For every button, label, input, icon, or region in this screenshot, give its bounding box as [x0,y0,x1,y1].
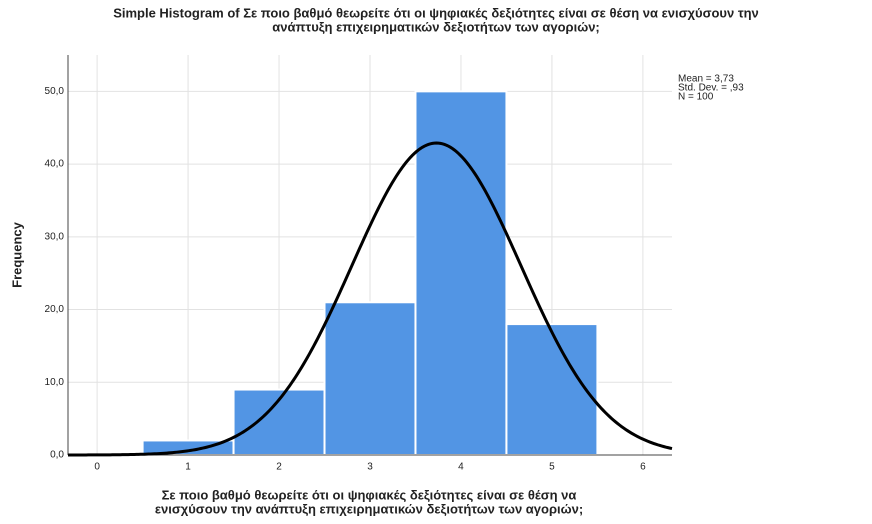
chart-title: Simple Histogram of Σε ποιο βαθμό θεωρεί… [113,5,759,20]
y-tick-label: 0,0 [50,450,64,461]
bar [505,323,599,456]
x-tick-label: 4 [458,462,464,473]
y-tick-label: 20,0 [45,304,65,315]
y-tick-label: 30,0 [45,231,65,242]
y-tick-label: 40,0 [45,159,65,170]
x-axis-label: Σε ποιο βαθμό θεωρείτε ότι οι ψηφιακές δ… [162,487,577,502]
x-tick-label: 0 [94,462,100,473]
stat-label: Std. Dev. = ,93 [678,83,744,94]
chart-title: ανάπτυξη επιχειρηματικών δεξιοτήτων των … [272,19,600,34]
x-tick-label: 6 [640,462,646,473]
normal-curve [67,141,673,457]
x-tick-label: 1 [185,462,191,473]
x-tick-label: 3 [367,462,373,473]
y-axis-label: Frequency [9,221,24,288]
x-axis-label: ενισχύσουν την ανάπτυξη επιχειρηματικών … [155,501,583,516]
y-tick-label: 50,0 [45,86,65,97]
stat-label: Mean = 3,73 [678,74,734,85]
y-tick-label: 10,0 [45,377,65,388]
bar [414,90,508,456]
bar [323,301,417,457]
x-tick-label: 5 [549,462,555,473]
x-tick-label: 2 [276,462,282,473]
stat-label: N = 100 [678,92,714,103]
